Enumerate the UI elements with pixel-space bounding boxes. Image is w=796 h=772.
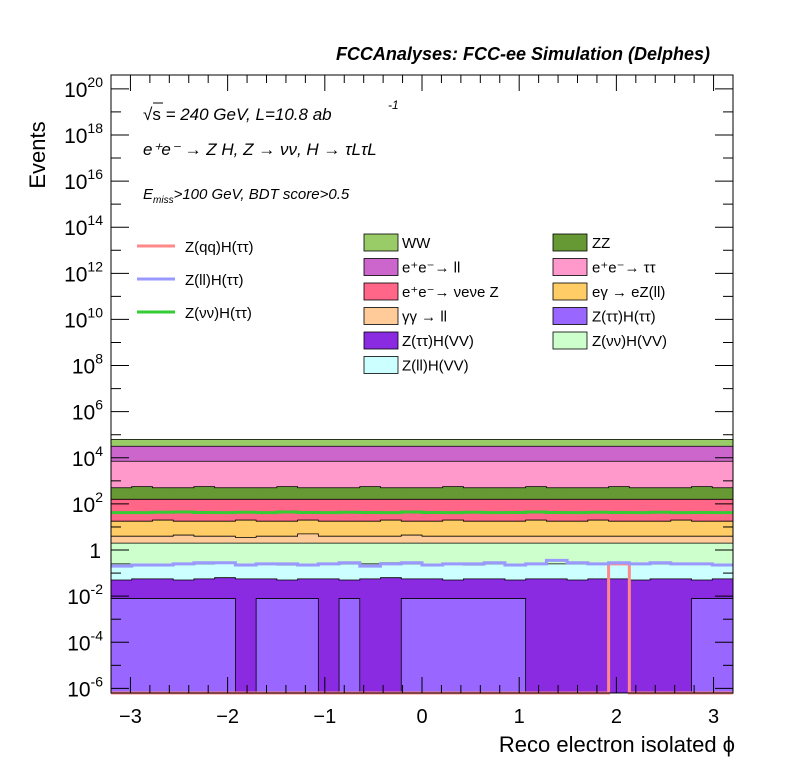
energy-annotation: √s = 240 GeV, L=10.8 ab -1 [143,98,399,124]
stack-bin [691,598,713,693]
stack-bin [567,580,589,693]
legend-label: e⁺e⁻→ ττ [592,260,656,277]
stack-bin [297,598,319,693]
stack-bin [484,598,506,693]
y-tick-label: 102 [72,489,103,517]
y-tick-label: 1012 [64,258,103,286]
stack-bin [235,578,257,693]
chart-title: FCCAnalyses: FCC-ee Simulation (Delphes) [336,44,710,64]
stack-bin [401,598,423,693]
x-tick-label: 1 [514,706,525,728]
legend-label: Z(ll)H(VV) [402,358,469,375]
x-tick-label: 2 [611,706,622,728]
y-axis-label: Events [25,121,50,188]
stack-bin [670,578,692,693]
legend-label: Z(ττ)H(VV) [402,333,474,350]
stack-bin [442,598,464,693]
stack-bin [111,598,133,693]
legend-label: γγ → ll [402,309,447,326]
x-tick-label: −2 [216,706,239,728]
stack-bin [276,598,298,693]
legend-box-swatch [552,258,588,276]
stack-bin [318,578,340,693]
legend-label: e⁺e⁻→ νeνe Z [402,284,499,301]
stack-layer [111,438,734,694]
legend-box-swatch [363,258,399,276]
axis-layer: −3 −2 −1 0 1 2 3 10-6 10-4 10-2 1 102 104 106 108 1010 1… [64,74,734,728]
stack-bin [380,577,402,693]
x-tick-label: −3 [119,706,142,728]
stack-outline [111,519,733,522]
legend-label: Z(ll)H(ττ) [185,272,244,289]
stack-bin [608,578,630,693]
legend-label: ZZ [592,235,610,252]
stack-bin [546,578,568,693]
legend: Z(qq)H(ττ) Z(ll)H(ττ) Z(νν)H(ττ) WW e⁺e⁻→ ll… [137,233,667,375]
y-tick-label: 108 [72,351,103,379]
svg-text:√s = 240 GeV, L=10.8 ab: √s = 240 GeV, L=10.8 ab [143,105,332,124]
legend-box-swatch [363,233,399,252]
sqrt-s-symbol: √s [143,105,161,124]
stack-outline [111,486,733,489]
stack-bin [525,578,547,693]
stack-bin [339,598,361,693]
legend-label: e⁺e⁻→ ll [402,260,460,277]
process-annotation: e⁺e⁻ → Z H, Z → νν, H → τLτL [143,140,377,159]
legend-label: WW [402,235,431,252]
legend-label: Z(ττ)H(ττ) [592,309,656,326]
legend-box-swatch [363,307,399,325]
cut-annotation: Emiss>100 GeV, BDT score>0.5 [143,186,350,206]
x-tick-label: 0 [416,706,427,728]
x-tick-label: 3 [708,706,719,728]
x-tick-label: −1 [313,706,336,728]
stack-bin [256,598,278,693]
y-tick-label: 1020 [64,74,103,102]
svg-text:Emiss>100 GeV, BDT score>0.5: Emiss>100 GeV, BDT score>0.5 [143,186,350,206]
y-tick-label: 1016 [64,166,103,194]
legend-label: Z(νν)H(VV) [592,333,667,350]
legend-box-swatch [552,282,588,301]
y-tick-label: 1010 [64,304,103,332]
y-tick-label: 106 [72,397,103,425]
signal-line-z-h- [111,510,733,515]
legend-label: Z(νν)H(ττ) [185,305,252,322]
stack-outline [111,533,733,538]
stack-bin [422,598,444,693]
y-tick-label: 1 [89,540,101,563]
stack-bin [712,598,734,693]
stack-bin [629,580,651,693]
energy-lumi-text: = 240 GeV, L=10.8 ab [161,105,332,124]
stack-bin [359,578,381,693]
y-tick-label: 104 [72,443,103,471]
stack-bin [650,578,672,693]
y-tick-label: 10-4 [67,627,103,655]
signal-line-z-ll-h- [111,558,733,568]
legend-box-swatch [552,233,588,252]
stack-z-h- [111,598,734,694]
legend-box-swatch [363,356,399,374]
y-tick-label: 1014 [64,212,103,240]
y-tick-label: 10-6 [67,673,103,701]
stack-bin [173,598,195,693]
stack-bin [587,578,609,693]
legend-box-swatch [552,307,588,325]
stack-bin [152,598,174,693]
legend-box-swatch [363,331,399,350]
stack-bin [131,598,153,693]
stack-bin [504,598,527,693]
legend-box-swatch [552,331,588,350]
lumi-exponent: -1 [388,98,399,112]
stack-bin [193,598,216,693]
x-axis-label: Reco electron isolated ϕ [499,732,735,757]
y-tick-label: 10-2 [67,581,103,609]
legend-label: eγ → eZ(ll) [592,284,665,301]
legend-label: Z(qq)H(ττ) [185,239,254,256]
y-tick-label: 1018 [64,120,103,148]
stack-bin [214,598,236,693]
stack-bin [463,598,485,693]
legend-box-swatch [363,282,399,301]
